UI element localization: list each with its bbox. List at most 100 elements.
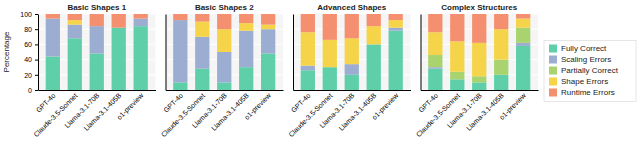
x-tick: o1-preview bbox=[370, 90, 401, 122]
bar-segment bbox=[472, 14, 486, 43]
bar-segment bbox=[173, 20, 187, 82]
plot-background bbox=[38, 14, 156, 90]
legend-item: Scaling Errors bbox=[549, 55, 611, 64]
y-axis: 0 20 40 60 80 100 bbox=[20, 11, 38, 94]
y-tick-label: 40 bbox=[24, 56, 32, 63]
grid bbox=[293, 14, 411, 90]
legend-label: Partially Correct bbox=[561, 66, 619, 75]
legend-item: Runtime Errors bbox=[549, 88, 615, 97]
plot-background bbox=[166, 14, 284, 90]
x-tick: o1-preview bbox=[115, 90, 146, 122]
x-tick-label: o1-preview bbox=[243, 91, 274, 122]
bar-segment bbox=[389, 28, 403, 31]
x-tick-label: GPT-4o bbox=[162, 92, 184, 114]
y-tick: 100 bbox=[20, 11, 38, 18]
y-tick-label: 80 bbox=[24, 26, 32, 33]
bar-segment bbox=[345, 14, 359, 38]
bar-segment bbox=[217, 29, 231, 52]
legend-label: Shape Errors bbox=[561, 77, 608, 86]
panel: GPT-4oClaude-3.5-SonnetLlama-3.1-70BLlam… bbox=[415, 3, 539, 138]
bar-segment bbox=[68, 14, 82, 20]
x-tick-label: Llama-3.1-405B bbox=[210, 92, 250, 132]
x-tick: Llama-3.1-405B bbox=[337, 90, 377, 132]
plot-area bbox=[166, 14, 284, 90]
x-tick: GPT-4o bbox=[35, 90, 57, 114]
x-tick-label: o1-preview bbox=[115, 91, 146, 122]
bar-segment bbox=[472, 43, 486, 76]
bar-series bbox=[428, 14, 530, 43]
x-tick: GPT-4o bbox=[290, 90, 312, 114]
y-tick-label: 60 bbox=[24, 41, 32, 48]
legend-swatch bbox=[549, 67, 557, 75]
x-tick: Llama-3.1-405B bbox=[465, 90, 505, 132]
bar-segment bbox=[68, 38, 82, 90]
y-axis bbox=[165, 15, 167, 91]
legend-item: Fully Correct bbox=[549, 44, 607, 53]
legend-swatch bbox=[549, 56, 557, 64]
grid bbox=[421, 14, 539, 90]
bar-segment bbox=[428, 14, 442, 32]
y-tick-mark bbox=[35, 29, 38, 30]
bar-segment bbox=[261, 29, 275, 53]
bar-segment bbox=[68, 20, 82, 25]
legend-item: Partially Correct bbox=[549, 66, 619, 75]
bar-segment bbox=[68, 25, 82, 39]
x-tick: GPT-4o bbox=[417, 90, 439, 114]
bar-segment bbox=[345, 75, 359, 90]
bar-segment bbox=[46, 19, 60, 57]
bar-segment bbox=[90, 26, 104, 53]
bar-segment bbox=[389, 20, 403, 28]
y-tick: 0 bbox=[28, 87, 38, 94]
x-tick: Llama-3.1-405B bbox=[82, 90, 122, 132]
bar-series bbox=[301, 31, 403, 90]
bar-segment bbox=[301, 14, 315, 32]
legend-frame bbox=[544, 41, 636, 102]
bar-segment bbox=[472, 82, 486, 90]
bar-segment bbox=[494, 14, 508, 29]
bar-segment bbox=[173, 14, 187, 20]
x-tick-label: Llama-3.1-405B bbox=[82, 92, 122, 132]
bar-segment bbox=[367, 44, 381, 90]
bar-segment bbox=[261, 54, 275, 90]
panel: GPT-4oClaude-3.5-SonnetLlama-3.1-70BLlam… bbox=[160, 3, 284, 138]
y-tick-label: 0 bbox=[28, 87, 32, 94]
bar-series bbox=[68, 20, 82, 25]
panel: GPT-4oClaude-3.5-SonnetLlama-3.1-70BLlam… bbox=[287, 3, 411, 138]
y-tick-label: 20 bbox=[24, 72, 32, 79]
axis-domain bbox=[421, 90, 539, 91]
bar-series bbox=[195, 22, 275, 52]
bar-segment bbox=[472, 76, 486, 82]
plot-area bbox=[293, 14, 411, 90]
bar-segment bbox=[428, 32, 442, 55]
bar-segment bbox=[46, 14, 60, 19]
panel-title: Advanced Shapes bbox=[317, 3, 386, 12]
y-axis bbox=[420, 15, 422, 91]
bar-segment bbox=[90, 14, 104, 26]
bar-segment bbox=[134, 14, 148, 19]
bar-segment bbox=[134, 26, 148, 90]
bar-segment bbox=[239, 31, 253, 67]
axis-domain bbox=[294, 90, 412, 91]
bar-segment bbox=[428, 55, 442, 67]
bar-segment bbox=[301, 32, 315, 65]
bar-segment bbox=[195, 22, 209, 37]
bar-segment bbox=[217, 14, 231, 29]
plot-background bbox=[293, 14, 411, 90]
bar-segment bbox=[494, 60, 508, 75]
bar-series bbox=[173, 14, 275, 29]
bar-segment bbox=[239, 14, 253, 23]
legend-swatch bbox=[549, 45, 557, 53]
bar-segment bbox=[112, 28, 126, 90]
bar-segment bbox=[516, 46, 530, 90]
x-tick: Claude-3.5-Sonnet bbox=[160, 90, 207, 138]
legend-label: Fully Correct bbox=[561, 44, 607, 53]
axis-domain bbox=[293, 15, 294, 91]
legend: Fully Correct Scaling Errors Partially Cor… bbox=[544, 41, 636, 102]
x-tick-label: Llama-3.1-405B bbox=[465, 92, 505, 132]
y-axis bbox=[293, 15, 295, 91]
x-tick-label: GPT-4o bbox=[35, 92, 57, 114]
bar-segment bbox=[494, 29, 508, 59]
bar-series bbox=[301, 14, 403, 40]
bar-segment bbox=[516, 14, 530, 19]
bar-segment bbox=[301, 66, 315, 71]
